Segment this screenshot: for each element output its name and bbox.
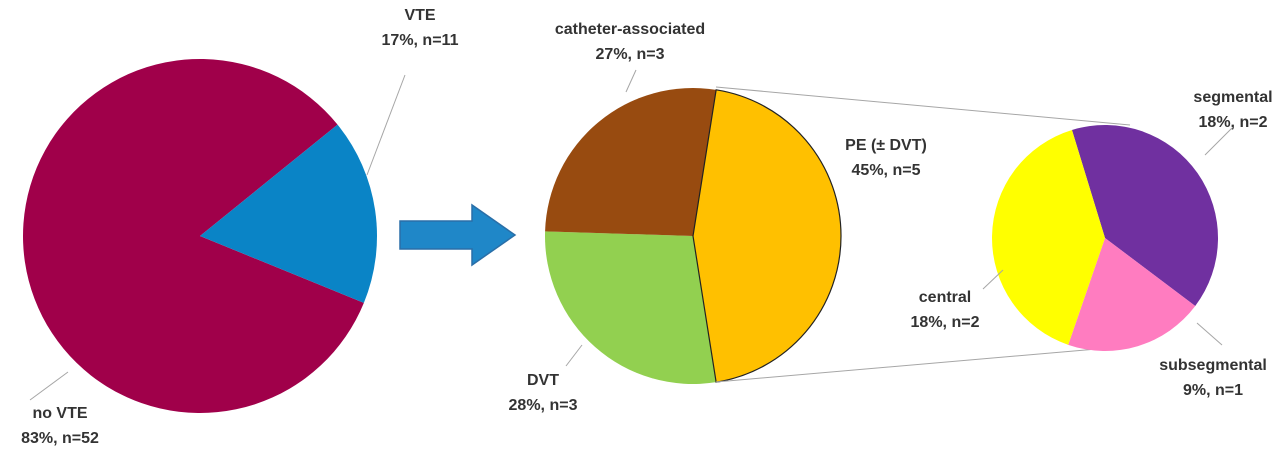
label-dvt-value: 28%, n=3	[509, 397, 578, 414]
slice-central	[992, 129, 1105, 345]
pie-pe-location	[992, 124, 1219, 351]
slice-no-vte	[22, 59, 364, 414]
connector-line-bottom	[715, 346, 1121, 383]
label-catheter-name: catheter-associated	[555, 21, 705, 38]
label-no-vte-value: 83%, n=52	[21, 430, 99, 447]
leader-line-central	[982, 269, 1004, 290]
leader-line-catheter	[625, 69, 637, 93]
arrow-icon	[399, 203, 517, 267]
slice-segmental	[1071, 124, 1219, 307]
label-no-vte-name: no VTE	[32, 405, 87, 422]
connector-line-top	[715, 86, 1131, 126]
label-subsegmental-name: subsegmental	[1159, 357, 1267, 374]
label-subsegmental-value: 9%, n=1	[1183, 382, 1243, 399]
label-central-value: 18%, n=2	[911, 314, 980, 331]
leader-line-subsegmental	[1196, 322, 1223, 346]
slice-vte	[200, 124, 377, 303]
label-pe-value: 45%, n=5	[852, 162, 921, 179]
label-vte-value: 17%, n=11	[382, 32, 459, 49]
leader-line-dvt	[565, 344, 583, 367]
pie-vte-overall	[22, 59, 377, 414]
slice-subsegmental	[1068, 238, 1196, 351]
slice-pe	[692, 89, 842, 383]
leader-line-segmental	[1204, 127, 1233, 156]
label-catheter-value: 27%, n=3	[596, 46, 665, 63]
slice-dvt	[544, 231, 717, 385]
label-central-name: central	[919, 289, 971, 306]
leader-line-vte	[366, 74, 406, 176]
slice-catheter-associated	[545, 87, 717, 236]
label-pe-name: PE (± DVT)	[845, 137, 927, 154]
label-vte-name: VTE	[404, 7, 435, 24]
leader-line-no-vte	[29, 371, 69, 401]
label-segmental-value: 18%, n=2	[1199, 114, 1268, 131]
pie-vte-types	[544, 87, 842, 385]
label-dvt-name: DVT	[527, 372, 559, 389]
label-segmental-name: segmental	[1193, 89, 1272, 106]
